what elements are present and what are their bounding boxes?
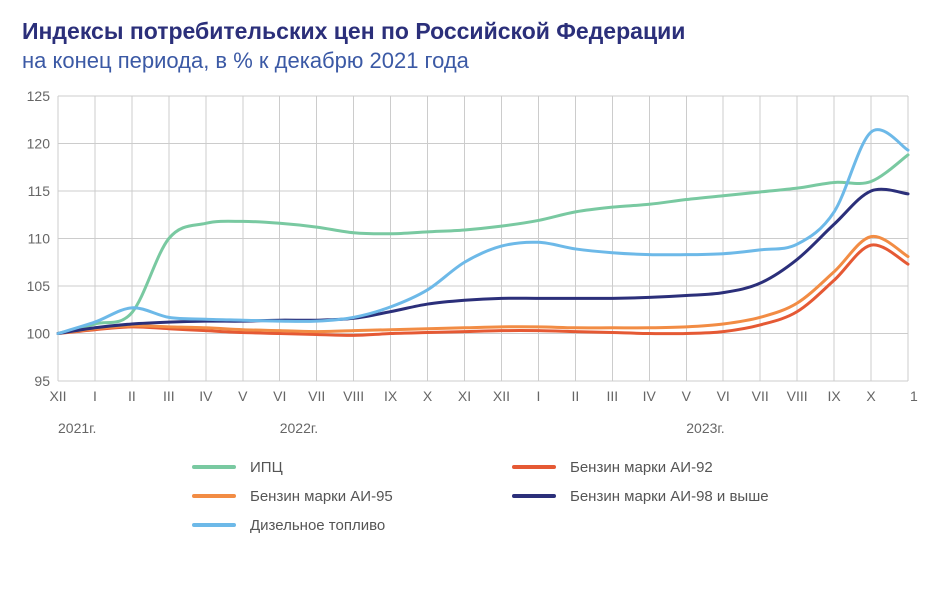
x-tick-label: VII (308, 388, 325, 404)
x-tick-label: VIII (343, 388, 364, 404)
x-tick-label: XII (49, 388, 66, 404)
series-diesel (58, 130, 908, 334)
chart-subtitle: на конец периода, в % к декабрю 2021 год… (22, 48, 918, 74)
x-tick-label: VII (752, 388, 769, 404)
y-tick-label: 115 (28, 183, 51, 199)
x-tick-label: IV (643, 388, 657, 404)
x-tick-label: I (93, 388, 97, 404)
y-tick-label: 100 (27, 325, 51, 341)
legend-label: ИПЦ (250, 459, 283, 476)
legend-swatch (512, 494, 556, 498)
legend-label: Бензин марки АИ-98 и выше (570, 488, 769, 505)
x-tick-label: I (536, 388, 540, 404)
x-tick-label: XII (493, 388, 510, 404)
y-tick-label: 125 (27, 88, 51, 104)
x-tick-label: III (163, 388, 175, 404)
series-group (58, 130, 908, 336)
x-tick-label: 13.11 (910, 388, 918, 404)
x-tick-label: III (607, 388, 619, 404)
legend-swatch (512, 465, 556, 469)
y-tick-label: 110 (28, 230, 51, 246)
legend-swatch (192, 523, 236, 527)
x-tick-label: VI (717, 388, 730, 404)
series-ipc (58, 155, 908, 334)
legend-label: Дизельное топливо (250, 517, 385, 534)
legend: ИПЦ Бензин марки АИ-92 Бензин марки АИ-95 Б… (22, 459, 918, 534)
chart-svg: 95100105110115120125XIIIIIIIIIVVVIVIIVII… (22, 88, 918, 453)
x-tick-label: II (572, 388, 580, 404)
x-tick-label: IX (384, 388, 398, 404)
legend-label: Бензин марки АИ-95 (250, 488, 393, 505)
x-tick-label: VIII (787, 388, 808, 404)
grid (58, 96, 908, 381)
legend-swatch (192, 494, 236, 498)
x-tick-label: X (423, 388, 433, 404)
chart-container: Индексы потребительских цен по Российско… (0, 0, 940, 552)
y-tick-label: 105 (27, 278, 51, 294)
x-tick-label: IX (827, 388, 841, 404)
x-tick-label: X (866, 388, 876, 404)
x-tick-label: II (128, 388, 136, 404)
legend-item-ai95: Бензин марки АИ-95 (192, 488, 452, 505)
legend-item-ai98: Бензин марки АИ-98 и выше (512, 488, 852, 505)
x-tick-label: IV (199, 388, 213, 404)
chart-title: Индексы потребительских цен по Российско… (22, 18, 918, 46)
x-tick-label: VI (273, 388, 286, 404)
line-chart: 95100105110115120125XIIIIIIIIIVVVIVIIVII… (22, 88, 918, 453)
legend-label: Бензин марки АИ-92 (570, 459, 713, 476)
year-label: 2021г. (58, 420, 96, 436)
y-tick-label: 120 (27, 135, 51, 151)
legend-item-diesel: Дизельное топливо (192, 517, 452, 534)
year-label: 2023г. (686, 420, 724, 436)
x-tick-label: V (238, 388, 248, 404)
legend-item-ai92: Бензин марки АИ-92 (512, 459, 852, 476)
year-label: 2022г. (280, 420, 318, 436)
legend-item-ipc: ИПЦ (192, 459, 452, 476)
x-tick-label: XI (458, 388, 471, 404)
y-tick-label: 95 (34, 373, 50, 389)
legend-swatch (192, 465, 236, 469)
x-tick-label: V (682, 388, 692, 404)
